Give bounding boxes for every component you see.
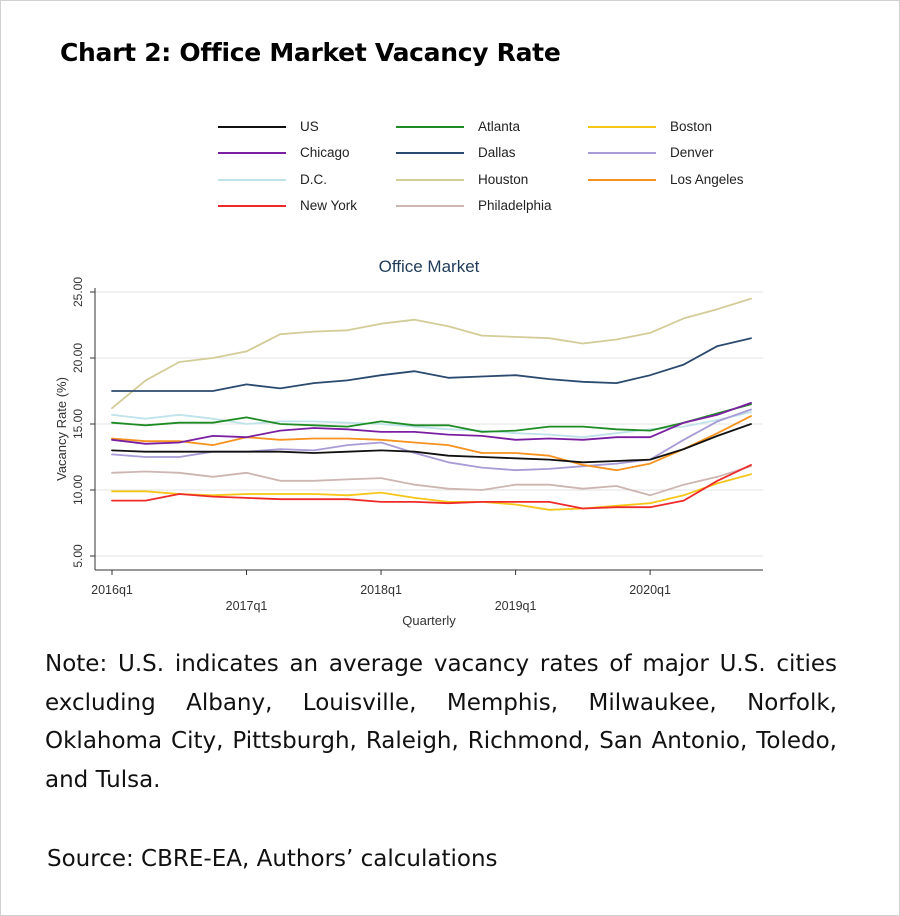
legend-label: Denver (670, 145, 714, 160)
legend-swatch (218, 179, 286, 181)
chart-plot: 5.00 10.00 15.00 20.00 25.00 2016q1 2017q1 2018… (54, 257, 763, 628)
legend-swatch (396, 205, 464, 207)
y-tick-label: 15.00 (71, 409, 85, 439)
series-line-new-york (111, 463, 752, 510)
series-line-houston (111, 297, 752, 410)
chart-legend: US Atlanta Boston Chicago Dallas Denver D.C. Ho… (0, 0, 900, 230)
chart-title: Office Market (379, 257, 480, 276)
page-title: Chart 2: Office Market Vacancy Rate (60, 38, 561, 67)
legend-swatch (588, 126, 656, 128)
legend-swatch (218, 205, 286, 207)
x-tick-label: 2018q1 (360, 583, 402, 597)
series-line-chicago (111, 401, 752, 445)
legend-swatch (218, 126, 286, 128)
legend-swatch (396, 179, 464, 181)
legend-label: New York (300, 198, 358, 213)
chart-source: Source: CBRE-EA, Authors’ calculations (47, 846, 498, 872)
y-axis-label: Vacancy Rate (%) (54, 377, 69, 481)
x-axis-label: Quarterly (402, 613, 456, 628)
legend-label: Chicago (300, 145, 350, 160)
series-line-los-angeles (111, 415, 752, 472)
y-tick-label: 5.00 (71, 544, 85, 568)
legend-label: Philadelphia (478, 198, 552, 213)
legend-label: US (300, 119, 319, 134)
series-line-dallas (111, 337, 752, 392)
y-tick-label: 10.00 (71, 475, 85, 505)
legend-swatch (588, 179, 656, 181)
x-tick-label: 2016q1 (91, 583, 133, 597)
legend-label: Los Angeles (670, 172, 744, 187)
series-line-us (111, 423, 752, 464)
legend-swatch (396, 152, 464, 154)
legend-swatch (218, 152, 286, 154)
legend-swatch (588, 152, 656, 154)
series-line-atlanta (111, 403, 752, 433)
series-line-boston (111, 473, 752, 511)
legend-swatch (396, 126, 464, 128)
chart-note: Note: U.S. indicates an average vacancy … (45, 651, 837, 793)
x-tick-label: 2019q1 (495, 599, 537, 613)
legend-label: Atlanta (478, 119, 521, 134)
series-line-philadelphia (111, 465, 752, 497)
y-tick-label: 25.00 (71, 277, 85, 307)
y-tick-label: 20.00 (71, 343, 85, 373)
x-tick-label: 2020q1 (629, 583, 671, 597)
x-tick-label: 2017q1 (226, 599, 268, 613)
legend-label: Houston (478, 172, 529, 187)
legend-label: D.C. (300, 172, 327, 187)
legend-label: Dallas (478, 145, 516, 160)
legend-label: Boston (670, 119, 713, 134)
